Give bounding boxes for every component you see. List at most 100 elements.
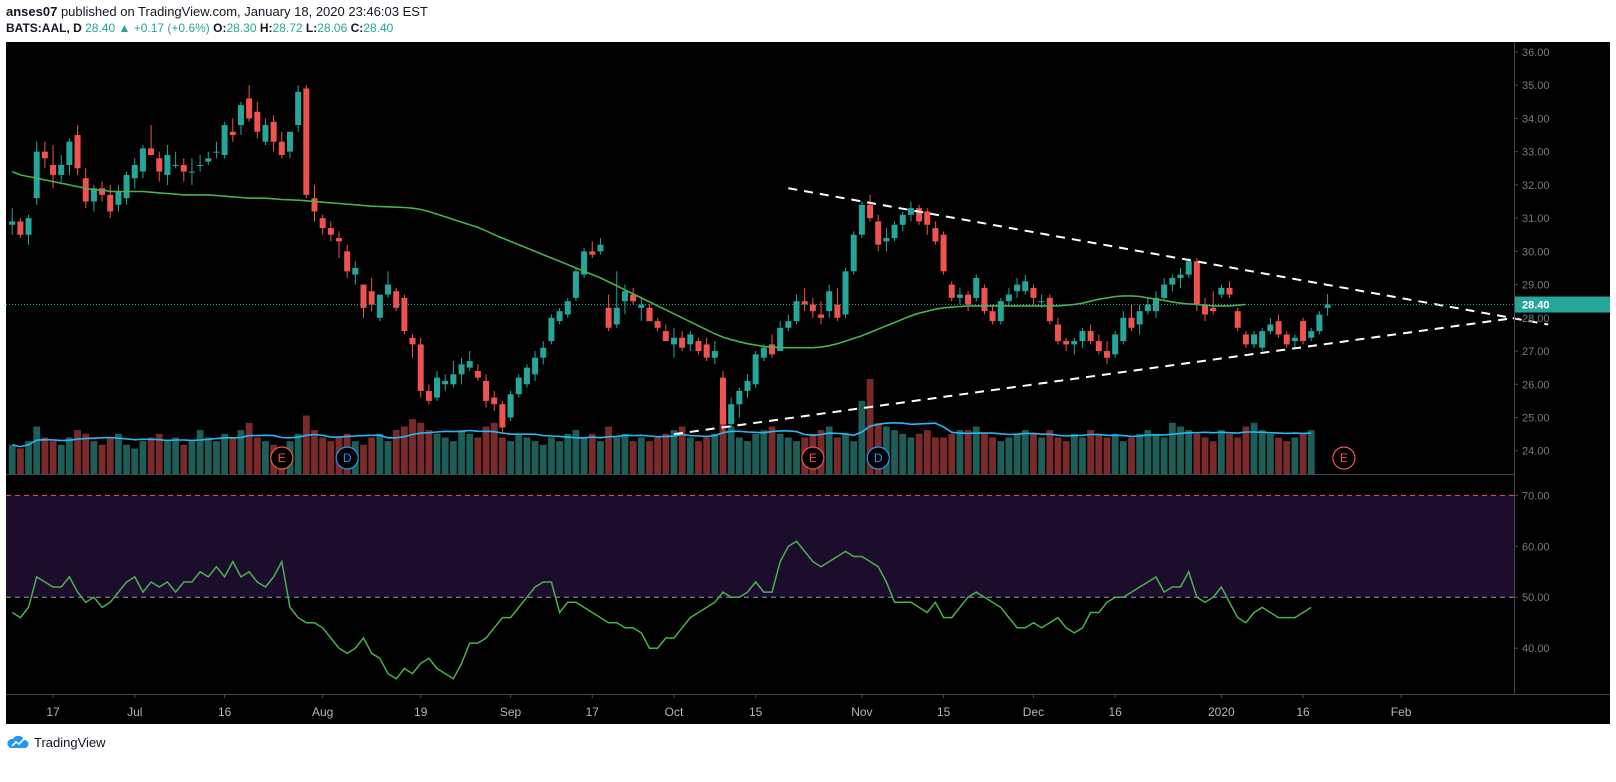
trendline [788, 187, 1549, 326]
candle-body [850, 234, 857, 272]
volume-bar [932, 437, 939, 474]
volume-bar [409, 419, 416, 474]
candle [540, 341, 547, 365]
y-tick-label: 29.00 [1522, 280, 1550, 292]
candle [532, 351, 539, 381]
candle [9, 208, 16, 235]
candle [826, 284, 833, 318]
candle [564, 297, 571, 318]
candle [197, 154, 204, 172]
candle [336, 231, 342, 258]
candle-body [1226, 287, 1233, 295]
candle-body [540, 347, 547, 358]
candle [229, 118, 236, 142]
volume-bar [891, 430, 898, 474]
candle-body [1210, 307, 1217, 312]
candle-body [1185, 261, 1192, 275]
volume-bar [703, 437, 711, 474]
volume-bar [695, 441, 702, 474]
candle-body [123, 174, 130, 199]
candle [1095, 334, 1102, 355]
candle-body [572, 271, 579, 298]
candle-body [1120, 317, 1127, 342]
rsi-band [6, 495, 1514, 598]
candle-body [327, 228, 334, 235]
volume-bar [25, 441, 32, 474]
footer-brand-label[interactable]: TradingView [34, 734, 106, 750]
candle-body [597, 244, 604, 252]
candle [981, 284, 988, 315]
candle [581, 248, 588, 278]
candle-body [99, 188, 106, 195]
candle-body [188, 171, 195, 173]
candle [33, 141, 40, 205]
candle-body [940, 234, 947, 272]
candle [41, 141, 48, 169]
candle [74, 125, 81, 175]
candle [164, 145, 171, 185]
volume-bar [1250, 422, 1258, 474]
event-marker-circle [335, 446, 359, 470]
volume-bar [384, 441, 392, 474]
candle [1259, 327, 1266, 352]
candle [1324, 293, 1331, 316]
candle-body [90, 188, 97, 202]
candle [172, 151, 179, 169]
event-marker-label: E [278, 451, 286, 465]
candle [139, 145, 146, 179]
volume-bar [1307, 430, 1315, 474]
volume-bar [1242, 426, 1250, 474]
volume-bar [1013, 433, 1021, 474]
volume-bar [629, 441, 637, 474]
candle [311, 184, 318, 222]
volume-bar [131, 448, 139, 474]
candle-body [1161, 284, 1168, 298]
volume-bar [1299, 433, 1307, 474]
candle-body [311, 198, 318, 212]
candle [695, 337, 702, 355]
candle-body [973, 277, 980, 298]
candle [1063, 337, 1070, 352]
symbol-name[interactable]: BATS:AAL, D [6, 21, 82, 35]
candle-body [1079, 331, 1086, 342]
candle [728, 397, 735, 428]
volume-bar [523, 437, 531, 474]
volume-bar [923, 430, 931, 474]
moving-average-line [11, 170, 1246, 349]
candle-body [613, 307, 620, 325]
candle-body [213, 151, 220, 153]
volume-bar [858, 400, 866, 474]
x-tick-label: Oct [665, 705, 684, 719]
candle [1022, 274, 1029, 295]
volume-bar [956, 430, 964, 474]
candle-body [834, 304, 841, 318]
candle-body [719, 377, 726, 425]
candle-body [507, 394, 514, 418]
candle [115, 184, 122, 212]
candle [205, 151, 212, 165]
author-name[interactable]: anses07 [6, 4, 58, 19]
candle-body [1291, 337, 1298, 342]
volume-bar [678, 426, 686, 474]
candle-body [1324, 304, 1331, 308]
candle [434, 370, 441, 401]
candle [662, 324, 669, 342]
candle [1144, 297, 1151, 315]
candle [630, 287, 637, 305]
candle-body [956, 294, 963, 298]
candle [924, 208, 931, 235]
volume-bar [1193, 433, 1201, 474]
candle-body [180, 164, 187, 172]
candle-body [793, 301, 800, 322]
candle [777, 321, 784, 352]
candle-body [809, 304, 816, 312]
candle [376, 294, 383, 322]
candle [605, 294, 612, 332]
x-tick-label: 16 [1108, 705, 1122, 719]
candle-body [556, 311, 563, 322]
candle [1087, 324, 1094, 345]
last-price-badge-label: 28.40 [1522, 300, 1550, 312]
footer-brand: TradingView [6, 733, 106, 751]
chart-canvas[interactable]: E D E D E 36.00 35.00 34.00 33.00 32.00 31.00 30.00… [6, 42, 1610, 724]
volume-bar [196, 430, 204, 474]
